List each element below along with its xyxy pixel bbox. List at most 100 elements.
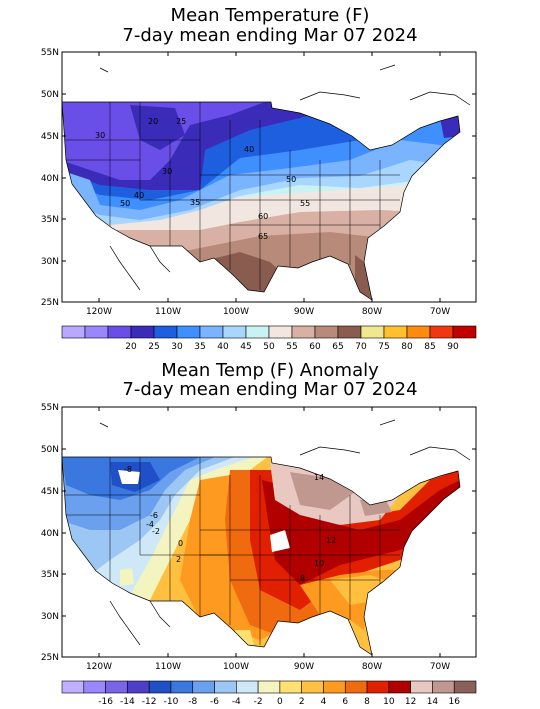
top-map-title-line2: 7-day mean ending Mar 07 2024 [122, 25, 418, 46]
legend-swatch [279, 680, 302, 694]
legend-label: -10 [164, 697, 179, 707]
legend-label: 45 [240, 342, 251, 352]
legend-swatch [83, 680, 106, 694]
legend-swatch [214, 680, 237, 694]
legend-swatch [366, 680, 390, 694]
legend-label: 2 [299, 697, 305, 707]
legend-swatch [429, 325, 454, 339]
contour-label: 60 [258, 212, 268, 221]
bottom-map-legend: -16 -14 -12 -10 -8 -6 -4 -2 0 2 4 6 8 10 12 14 16 [61, 680, 477, 707]
legend-label: -14 [120, 697, 135, 707]
lat-tick-label: 30N [41, 257, 59, 267]
legend-swatch [301, 680, 324, 694]
legend-label: 80 [401, 342, 413, 352]
contour-label: -2 [152, 527, 160, 536]
bottom-map-title-line1: Mean Temp (F) Anomaly [161, 360, 379, 381]
lon-tick-label: 90W [294, 307, 314, 317]
legend-label: -8 [188, 697, 197, 707]
contour-label: 25 [176, 117, 186, 126]
legend-swatch [323, 680, 346, 694]
legend-swatch [388, 680, 411, 694]
lon-tick-label: 80W [362, 662, 382, 672]
lon-tick-label: 100W [223, 307, 249, 317]
bottom-map-contour-labels: -8 -6 -4 -2 0 2 14 12 10 8 [124, 465, 336, 583]
contour-label: 0 [178, 539, 183, 548]
lon-tick-label: 100W [223, 662, 249, 672]
legend-label: 30 [171, 342, 183, 352]
contour-label: 40 [134, 191, 144, 200]
top-map-state-borders [62, 102, 400, 290]
contour-label: 50 [120, 199, 130, 208]
top-map-lon-axis: 120W 110W 100W 90W 80W 70W [86, 307, 450, 317]
legend-swatch [432, 680, 455, 694]
bottom-map-title-line2: 7-day mean ending Mar 07 2024 [122, 379, 418, 400]
legend-swatch [61, 325, 86, 339]
bottom-map-state-borders [62, 457, 400, 645]
lon-tick-label: 120W [86, 307, 112, 317]
legend-label: 65 [332, 342, 343, 352]
legend-swatch [192, 680, 215, 694]
contour-label: 20 [148, 117, 158, 126]
legend-swatch [291, 325, 316, 339]
legend-label: -2 [254, 697, 263, 707]
lon-tick-label: 70W [430, 662, 450, 672]
contour-label: 12 [326, 536, 336, 545]
legend-label: 0 [277, 697, 283, 707]
legend-label: 70 [355, 342, 367, 352]
legend-swatch [127, 680, 150, 694]
legend-label: -4 [232, 697, 241, 707]
contour-label: 65 [258, 232, 268, 241]
legend-label: -16 [98, 697, 113, 707]
contour-label: 30 [162, 167, 172, 176]
bottom-map: -8 -6 -4 -2 0 2 14 12 10 8 55N 50N 45N 4… [41, 403, 477, 707]
legend-label: 20 [125, 342, 137, 352]
legend-label: 16 [448, 697, 460, 707]
contour-label: -8 [124, 465, 132, 474]
lat-tick-label: 35N [41, 570, 59, 580]
lat-tick-label: 50N [41, 90, 59, 100]
lat-tick-label: 45N [41, 132, 59, 142]
legend-swatch [344, 680, 368, 694]
legend-swatch [257, 680, 281, 694]
lat-tick-label: 25N [41, 653, 59, 663]
legend-swatch [452, 325, 477, 339]
lat-tick-label: 30N [41, 612, 59, 622]
legend-swatch [105, 680, 128, 694]
lon-tick-label: 70W [430, 307, 450, 317]
lat-tick-label: 55N [41, 48, 59, 58]
top-map-coastlines [61, 64, 471, 301]
legend-label: 40 [217, 342, 229, 352]
legend-label: 4 [321, 697, 327, 707]
legend-label: 50 [263, 342, 275, 352]
contour-label: 10 [314, 559, 324, 568]
legend-swatch [406, 325, 431, 339]
legend-swatch [410, 680, 433, 694]
legend-swatch [268, 325, 293, 339]
bottom-map-coastlines [61, 419, 471, 656]
legend-label: 90 [447, 342, 459, 352]
legend-swatch [107, 325, 132, 339]
lat-tick-label: 35N [41, 215, 59, 225]
bottom-map-lon-axis: 120W 110W 100W 90W 80W 70W [86, 662, 450, 672]
legend-label: 12 [405, 697, 416, 707]
lat-tick-label: 40N [41, 529, 59, 539]
legend-label: -6 [210, 697, 219, 707]
legend-label: 6 [342, 697, 348, 707]
legend-label: 35 [194, 342, 205, 352]
top-map-lat-axis: 55N 50N 45N 40N 35N 30N 25N [41, 48, 59, 308]
legend-label: 85 [424, 342, 435, 352]
top-map-ticks [62, 52, 476, 302]
legend-label: 55 [286, 342, 297, 352]
legend-swatch [453, 680, 477, 694]
contour-label: -6 [150, 511, 158, 520]
lon-tick-label: 110W [155, 307, 181, 317]
bottom-map-ticks [62, 407, 476, 657]
legend-label: 75 [378, 342, 389, 352]
contour-label: 30 [95, 131, 105, 140]
legend-label: 14 [427, 697, 439, 707]
legend-label: -12 [142, 697, 157, 707]
legend-swatch [337, 325, 362, 339]
contour-label: 8 [300, 574, 305, 583]
legend-swatch [383, 325, 408, 339]
